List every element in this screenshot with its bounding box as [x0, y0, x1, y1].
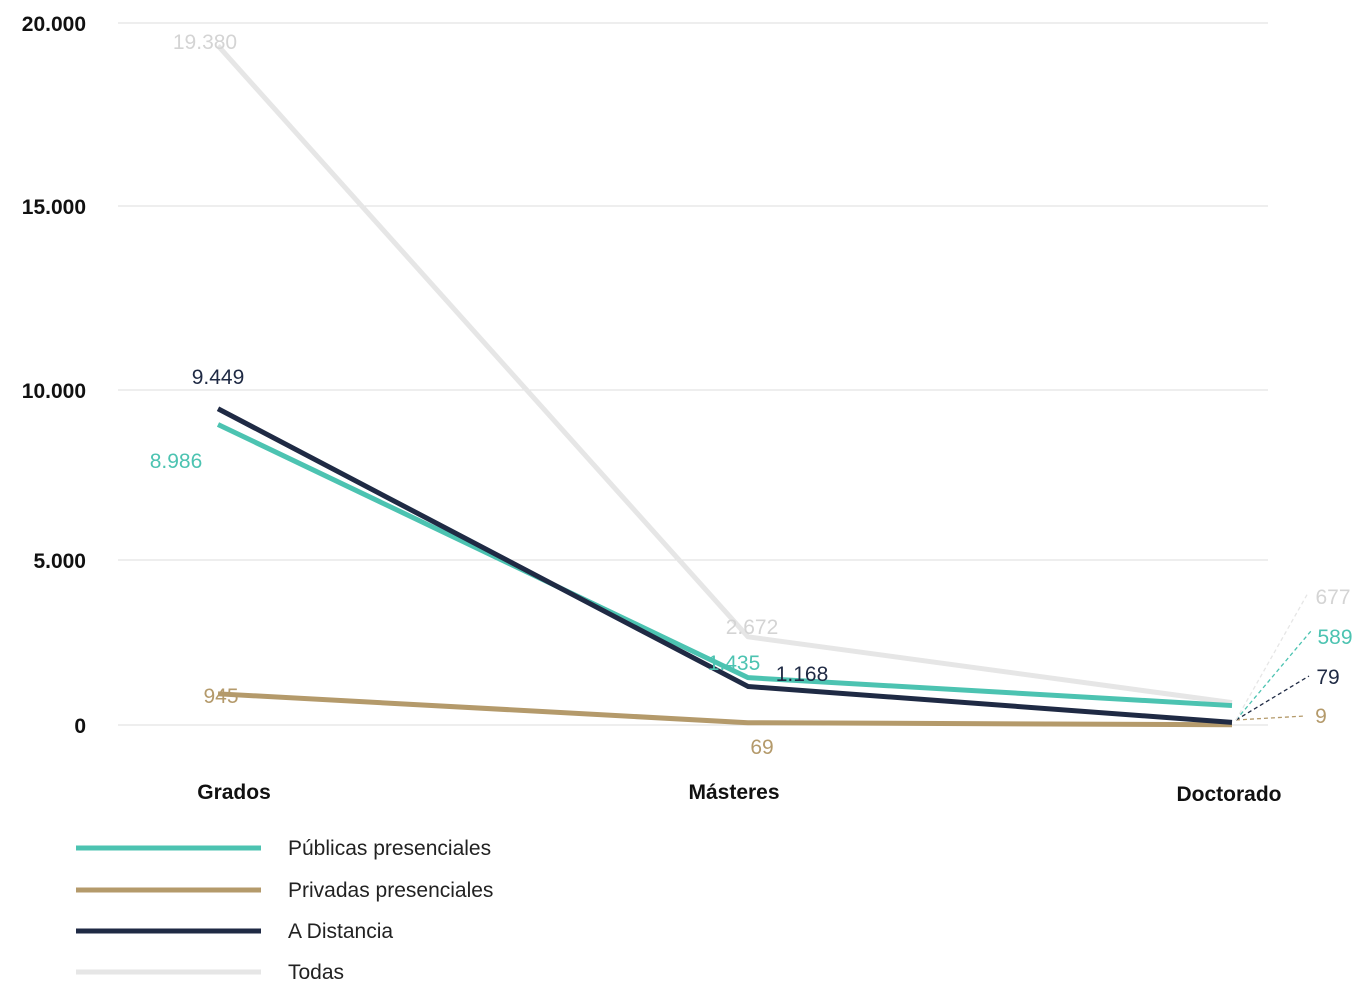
data-label-todas-masteres: 2.672	[726, 616, 779, 639]
leader-line-todas	[1235, 592, 1309, 721]
series-line-a-distancia	[216, 406, 1233, 725]
y-tick-label: 5.000	[33, 550, 86, 573]
y-tick-label: 20.000	[22, 13, 86, 36]
data-label-a-distancia-doctorado: 79	[1316, 666, 1339, 689]
legend-label-privadas-presenciales: Privadas presenciales	[288, 879, 493, 902]
series-lines	[216, 44, 1233, 728]
legend-label-a-distancia: A Distancia	[288, 920, 393, 943]
data-label-publicas-presenciales-masteres: 1.435	[708, 652, 761, 675]
data-label-privadas-presenciales-doctorado: 9	[1315, 705, 1327, 728]
leader-line-publicas-presenciales	[1235, 630, 1312, 721]
data-labels: 8.986 1.435 589 945 69 9 9.449 1.168 79 19.380 2.6…	[150, 31, 1353, 759]
legend-label-publicas-presenciales: Públicas presenciales	[288, 837, 491, 860]
y-axis: 20.000 15.000 10.000 5.000 0	[22, 13, 86, 738]
data-label-publicas-presenciales-grados: 8.986	[150, 450, 203, 473]
leader-line-privadas-presenciales	[1235, 715, 1306, 721]
y-tick-label: 15.000	[22, 196, 86, 219]
data-label-privadas-presenciales-masteres: 69	[750, 736, 773, 759]
series-line-privadas-presenciales	[217, 691, 1233, 728]
data-label-a-distancia-masteres: 1.168	[776, 663, 829, 686]
data-label-todas-doctorado: 677	[1315, 586, 1350, 609]
data-label-todas-grados: 19.380	[173, 31, 237, 54]
series-line-todas	[216, 44, 1233, 706]
legend: Públicas presenciales Privadas presencial…	[76, 837, 493, 984]
data-label-a-distancia-grados: 9.449	[192, 366, 245, 389]
x-tick-label-doctorado: Doctorado	[1177, 783, 1282, 806]
data-label-privadas-presenciales-grados: 945	[203, 685, 238, 708]
grid-lines	[118, 22, 1268, 726]
leader-line-a-distancia	[1235, 675, 1310, 721]
data-label-publicas-presenciales-doctorado: 589	[1317, 626, 1352, 649]
y-tick-label: 0	[74, 715, 86, 738]
x-axis: Grados Másteres Doctorado	[197, 781, 1281, 806]
y-tick-label: 10.000	[22, 380, 86, 403]
x-tick-label-masteres: Másteres	[688, 781, 779, 804]
series-line-publicas-presenciales	[216, 422, 1233, 709]
x-tick-label-grados: Grados	[197, 781, 271, 804]
legend-label-todas: Todas	[288, 961, 344, 984]
